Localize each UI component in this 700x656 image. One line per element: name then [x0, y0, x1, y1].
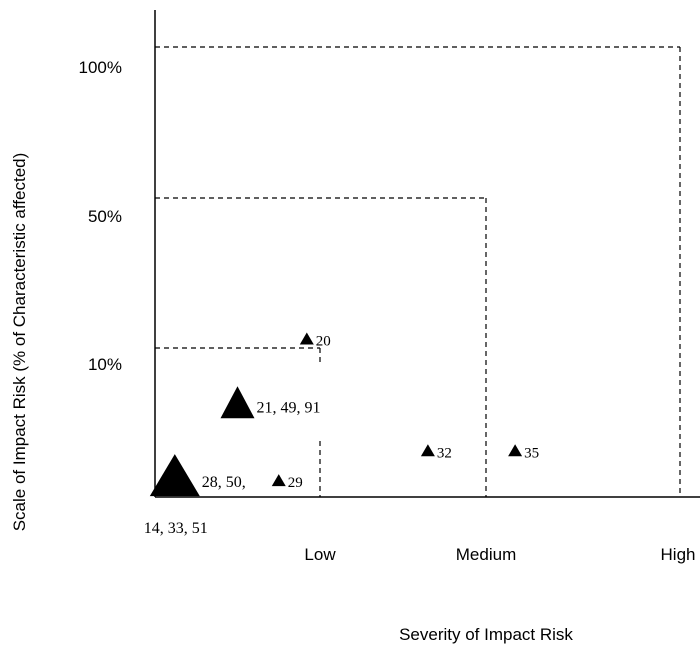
data-points: 20 21, 49, 91 32 35 28, 50, 14, 33, 51 29 [144, 332, 539, 537]
point-label: 29 [288, 475, 303, 491]
triangle-marker [271, 474, 286, 487]
triangle-marker [299, 332, 314, 345]
x-tick-label: Medium [456, 545, 516, 564]
y-tick-label: 50% [88, 207, 122, 226]
point-label: 32 [437, 445, 452, 461]
point-label: 28, 50, [202, 474, 246, 491]
y-tick-label: 10% [88, 355, 122, 374]
triangle-marker [149, 454, 200, 497]
x-tick-labels: Low Medium High [304, 545, 695, 564]
x-tick-label: Low [304, 545, 336, 564]
point-label: 21, 49, 91 [257, 400, 321, 417]
point-label: 35 [524, 445, 539, 461]
y-axis-label: Scale of Impact Risk (% of Characteristi… [10, 153, 29, 532]
point-label: 20 [316, 334, 331, 350]
point-sublabel: 14, 33, 51 [144, 520, 208, 537]
x-tick-label: High [661, 545, 696, 564]
risk-zone-boundaries [155, 46, 681, 497]
x-axis-label: Severity of Impact Risk [399, 625, 573, 644]
y-tick-label: 100% [79, 58, 122, 77]
y-tick-labels: 10% 50% 100% [79, 58, 122, 374]
triangle-marker [420, 444, 435, 457]
triangle-marker [220, 386, 255, 419]
triangle-marker [508, 444, 523, 457]
